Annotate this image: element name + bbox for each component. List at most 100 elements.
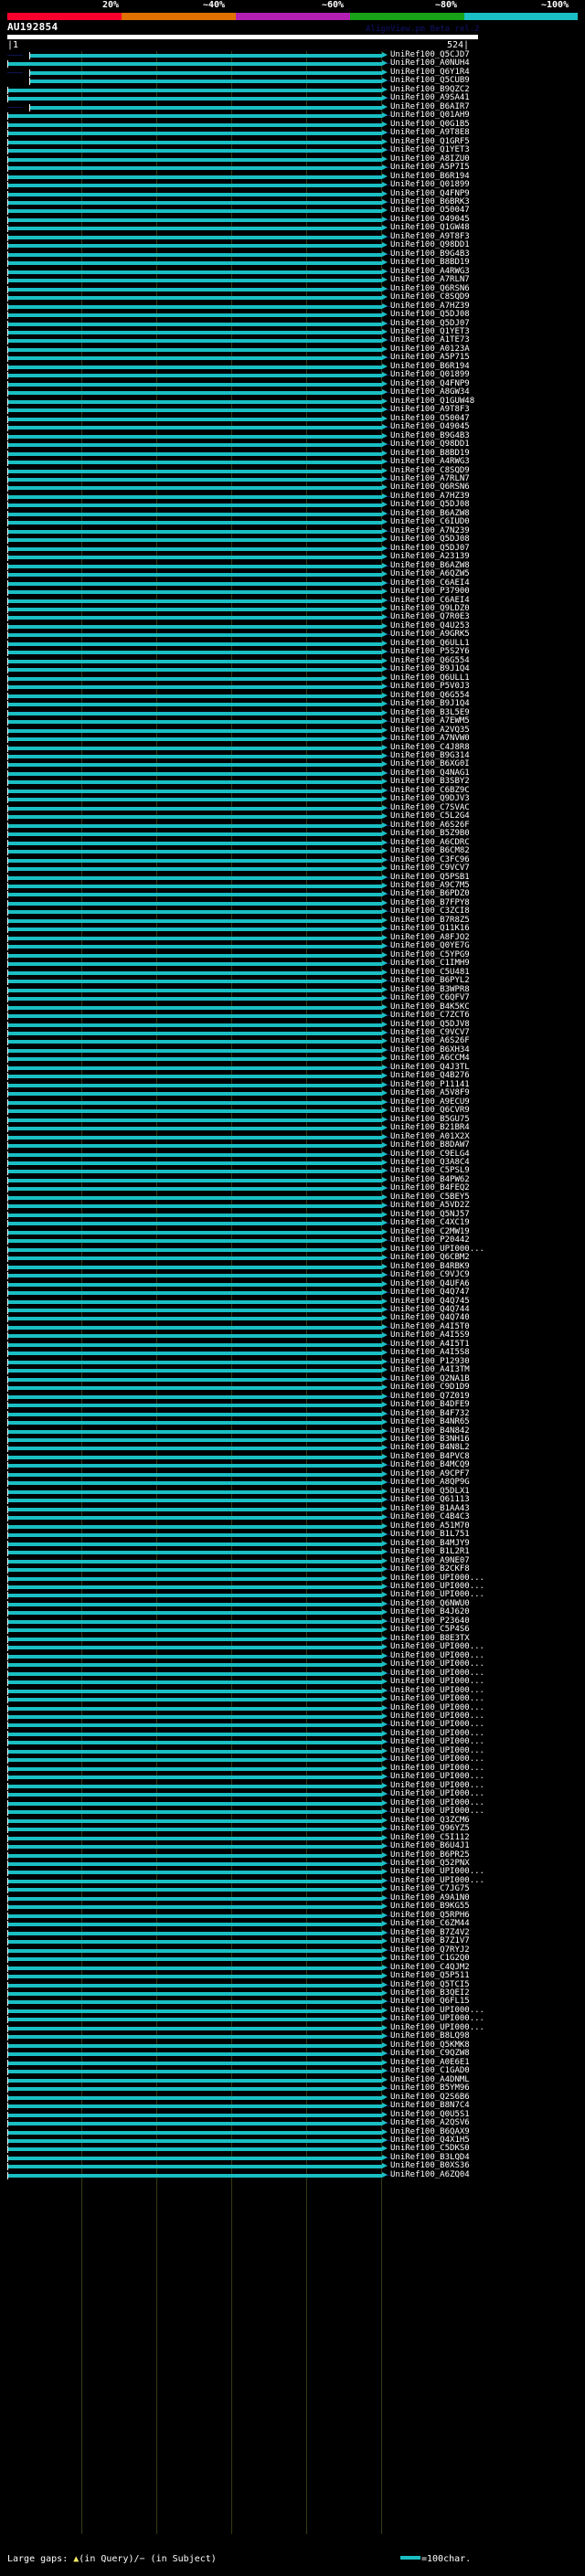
hit-row[interactable]: UniRef100_B4PW62 — [0, 1174, 585, 1184]
hsp-bar[interactable] — [7, 132, 382, 136]
hit-row[interactable]: UniRef100_C4XC19 — [0, 1218, 585, 1228]
hit-row[interactable]: UniRef100_B6PR25 — [0, 1850, 585, 1860]
hit-row[interactable]: UniRef100_A1TE73 — [0, 335, 585, 345]
hit-id-label[interactable]: UniRef100_Q2NA1B — [390, 1373, 470, 1383]
hit-id-label[interactable]: UniRef100_Q0YE7G — [390, 941, 470, 951]
hit-row[interactable]: UniRef100_P12930 — [0, 1357, 585, 1366]
hit-id-label[interactable]: UniRef100_Q7R0E3 — [390, 612, 470, 622]
hit-id-label[interactable]: UniRef100_B4MCQ9 — [390, 1460, 470, 1470]
hsp-bar[interactable] — [7, 62, 382, 67]
hsp-bar[interactable] — [7, 374, 382, 378]
hsp-bar[interactable] — [7, 122, 382, 127]
hsp-bar[interactable] — [7, 910, 382, 915]
hit-id-label[interactable]: UniRef100_B4PW62 — [390, 1174, 470, 1184]
hit-row[interactable]: UniRef100_Q1YET3 — [0, 327, 585, 336]
hit-row[interactable]: UniRef100_B4FEQ2 — [0, 1183, 585, 1193]
hit-row[interactable]: UniRef100_B6R194 — [0, 172, 585, 181]
hit-id-label[interactable]: UniRef100_Q6CBM2 — [390, 1253, 470, 1263]
hit-row[interactable]: UniRef100_A51M70 — [0, 1521, 585, 1531]
hsp-bar[interactable] — [7, 391, 382, 396]
hit-row[interactable]: UniRef100_A2VQ35 — [0, 726, 585, 735]
hit-id-label[interactable]: UniRef100_B5GU75 — [390, 1114, 470, 1124]
hit-id-label[interactable]: UniRef100_Q4J3TL — [390, 1062, 470, 1072]
hit-row[interactable]: UniRef100_C5P4S6 — [0, 1625, 585, 1635]
hit-row[interactable]: UniRef100_Q5RPH6 — [0, 1911, 585, 1920]
hit-id-label[interactable]: UniRef100_Q6Y1R4 — [390, 67, 470, 77]
hit-row[interactable]: UniRef100_A0E6E1 — [0, 2057, 585, 2067]
hit-id-label[interactable]: UniRef100_Q1GW48 — [390, 223, 470, 233]
hit-id-label[interactable]: UniRef100_A0E6E1 — [390, 2057, 470, 2067]
hit-id-label[interactable]: UniRef100_B4PVC8 — [390, 1451, 470, 1461]
hit-id-label[interactable]: UniRef100_C1IMH9 — [390, 959, 470, 969]
hit-id-label[interactable]: UniRef100_C9ELG4 — [390, 1149, 470, 1159]
hit-id-label[interactable]: UniRef100_A1TE73 — [390, 335, 470, 345]
hit-id-label[interactable]: UniRef100_P11141 — [390, 1079, 470, 1089]
hsp-bar[interactable] — [7, 149, 382, 154]
hit-id-label[interactable]: UniRef100_UPI000... — [390, 1244, 484, 1254]
hit-row[interactable]: UniRef100_B4F732 — [0, 1409, 585, 1418]
hit-id-label[interactable]: UniRef100_C5YPG9 — [390, 949, 470, 959]
hit-id-label[interactable]: UniRef100_UPI000... — [390, 2022, 484, 2032]
hsp-bar[interactable] — [7, 296, 382, 301]
hit-row[interactable]: UniRef100_B4MCQ9 — [0, 1460, 585, 1470]
hsp-bar[interactable] — [7, 365, 382, 369]
hsp-bar[interactable] — [7, 1853, 382, 1858]
hsp-bar[interactable] — [7, 451, 382, 456]
hit-row[interactable]: UniRef100_Q6G554 — [0, 691, 585, 700]
hit-id-label[interactable]: UniRef100_B1L2R1 — [390, 1547, 470, 1557]
hit-id-label[interactable]: UniRef100_B6XG0I — [390, 759, 470, 769]
hit-row[interactable]: UniRef100_C6IUD0 — [0, 517, 585, 527]
hit-id-label[interactable]: UniRef100_UPI000... — [390, 1702, 484, 1712]
hit-row[interactable]: UniRef100_Q9LDZ0 — [0, 604, 585, 613]
hit-row[interactable]: UniRef100_Q4NAG1 — [0, 769, 585, 778]
hit-id-label[interactable]: UniRef100_B9G4B3 — [390, 249, 470, 259]
hit-row[interactable]: UniRef100_Q5DJV8 — [0, 1020, 585, 1029]
hit-row[interactable]: UniRef100_UPI000... — [0, 1702, 585, 1712]
hit-row[interactable]: UniRef100_P5S2Y6 — [0, 647, 585, 657]
hit-row[interactable]: UniRef100_C7JG75 — [0, 1884, 585, 1894]
hsp-bar[interactable] — [7, 1360, 382, 1364]
hsp-bar[interactable] — [7, 1715, 382, 1719]
hit-id-label[interactable]: UniRef100_Q5DJ07 — [390, 318, 470, 328]
hit-row[interactable]: UniRef100_UPI000... — [0, 1677, 585, 1687]
hit-id-label[interactable]: UniRef100_Q6ULL1 — [390, 673, 470, 683]
hit-id-label[interactable]: UniRef100_B9J1Q4 — [390, 699, 470, 709]
hit-row[interactable]: UniRef100_B3SBY2 — [0, 777, 585, 787]
hit-id-label[interactable]: UniRef100_Q5P511 — [390, 1971, 470, 1981]
hsp-bar[interactable] — [7, 304, 382, 309]
hsp-bar[interactable] — [7, 270, 382, 274]
hit-row[interactable]: UniRef100_A6CDRC — [0, 838, 585, 847]
hit-row[interactable]: UniRef100_C6AEI4 — [0, 596, 585, 605]
hit-row[interactable]: UniRef100_Q6RSN6 — [0, 284, 585, 293]
hsp-bar[interactable] — [7, 1576, 382, 1581]
hit-id-label[interactable]: UniRef100_A8QP9G — [390, 1478, 470, 1488]
hsp-bar[interactable] — [7, 1152, 382, 1157]
hit-row[interactable]: UniRef100_B8E3TX — [0, 1634, 585, 1643]
hsp-bar[interactable] — [7, 918, 382, 923]
hsp-bar[interactable] — [7, 668, 382, 673]
hsp-bar[interactable] — [7, 1048, 382, 1053]
hit-row[interactable]: UniRef100_B4N8L2 — [0, 1443, 585, 1453]
hit-row[interactable]: UniRef100_Q5NJ57 — [0, 1210, 585, 1219]
hsp-bar[interactable] — [7, 1568, 382, 1573]
hit-row[interactable]: UniRef100_C5PSL9 — [0, 1166, 585, 1176]
hit-row[interactable]: UniRef100_B4K5KC — [0, 1002, 585, 1012]
hit-id-label[interactable]: UniRef100_B6QAX9 — [390, 2126, 470, 2136]
hit-id-label[interactable]: UniRef100_Q3A8C4 — [390, 1158, 470, 1167]
hsp-bar[interactable] — [7, 1308, 382, 1312]
hit-id-label[interactable]: UniRef100_A7HZ39 — [390, 491, 470, 501]
hit-row[interactable]: UniRef100_B4MJY9 — [0, 1539, 585, 1548]
hsp-bar[interactable] — [7, 2138, 382, 2143]
hit-row[interactable]: UniRef100_Q01AH9 — [0, 111, 585, 121]
hit-id-label[interactable]: UniRef100_B6PYL2 — [390, 976, 470, 986]
hit-row[interactable]: UniRef100_Q4B276 — [0, 1071, 585, 1081]
hit-row[interactable]: UniRef100_B3WPR8 — [0, 985, 585, 994]
hsp-bar[interactable] — [7, 1100, 382, 1105]
hsp-bar[interactable] — [7, 461, 382, 465]
hit-row[interactable]: UniRef100_B7R8Z5 — [0, 916, 585, 925]
hit-id-label[interactable]: UniRef100_Q6FL15 — [390, 1997, 470, 2007]
hit-row[interactable]: UniRef100_Q5P511 — [0, 1971, 585, 1981]
hit-id-label[interactable]: UniRef100_Q1YET3 — [390, 145, 470, 155]
hsp-bar[interactable] — [7, 1619, 382, 1624]
hit-id-label[interactable]: UniRef100_A9T8F3 — [390, 231, 470, 241]
